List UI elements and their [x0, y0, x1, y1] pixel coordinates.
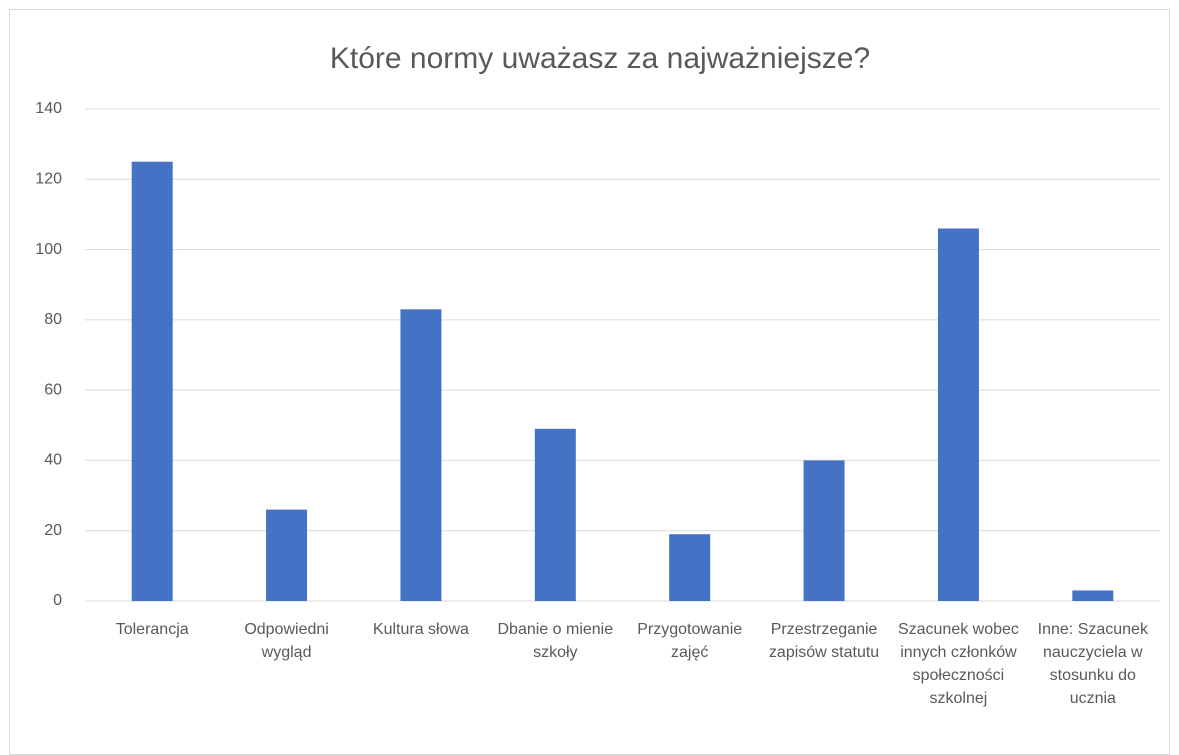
- bar: [400, 309, 442, 601]
- x-tick-label: Tolerancja: [116, 621, 189, 638]
- chart-title: Które normy uważasz za najważniejsze?: [330, 42, 870, 75]
- bar: [669, 534, 711, 601]
- x-tick-label: Kultura słowa: [373, 621, 469, 638]
- x-tick-label: Przestrzeganie zapisów statutu: [769, 621, 879, 661]
- bar: [534, 428, 576, 601]
- bar: [803, 460, 845, 601]
- y-tick-label: 20: [44, 522, 62, 539]
- y-tick-label: 140: [35, 100, 62, 117]
- y-tick-label: 80: [44, 311, 62, 328]
- y-tick-label: 100: [35, 241, 62, 258]
- x-tick-label: Dbanie o mienie szkoły: [498, 621, 614, 661]
- y-tick-label: 60: [44, 381, 62, 398]
- bar: [1072, 590, 1114, 601]
- bar: [937, 228, 979, 601]
- y-tick-label: 0: [53, 592, 62, 609]
- x-tick-label: Szacunek wobec innych członków społecznośc…: [898, 621, 1019, 707]
- bar: [131, 161, 173, 601]
- y-tick-label: 120: [35, 171, 62, 188]
- x-tick-label: Inne: Szacunek nauczyciela w stosunku do uc…: [1038, 621, 1149, 707]
- y-tick-label: 40: [44, 452, 62, 469]
- bar: [266, 509, 308, 601]
- chart-border: [9, 9, 1170, 755]
- x-tick-label: Przygotowanie zajęć: [637, 621, 742, 661]
- x-tick-label: Odpowiedni wygląd: [244, 621, 329, 661]
